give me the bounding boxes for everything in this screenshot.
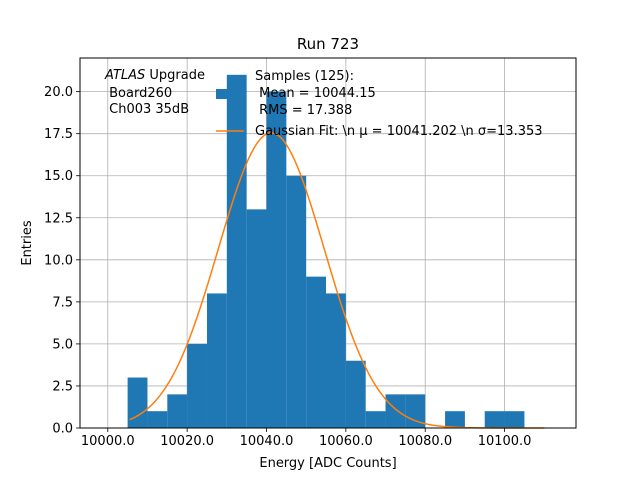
histogram-bar bbox=[306, 276, 327, 428]
histogram-bar bbox=[127, 377, 148, 428]
annotation-upgrade: Upgrade bbox=[145, 68, 205, 83]
histogram-bar bbox=[266, 91, 287, 429]
x-axis-ticks: 10000.0 10020.0 10040.0 10060.0 10080.0 10100… bbox=[81, 428, 532, 449]
legend-rms-label: RMS = 17.388 bbox=[255, 103, 352, 118]
histogram-bar bbox=[405, 394, 426, 428]
histogram-bar bbox=[365, 411, 386, 428]
y-tick-label: 0.0 bbox=[52, 422, 73, 437]
x-tick-label: 10020.0 bbox=[160, 434, 214, 449]
atlas-annotation: ATLAS Upgrade Board260 Ch003 35dB bbox=[104, 68, 205, 117]
y-axis-ticks: 0.0 2.5 5.0 7.5 10.0 12.5 15.0 17.5 20.0 bbox=[44, 85, 80, 437]
y-tick-label: 10.0 bbox=[44, 253, 73, 268]
histogram-bar bbox=[167, 394, 188, 428]
x-tick-label: 10040.0 bbox=[240, 434, 294, 449]
y-tick-label: 15.0 bbox=[44, 169, 73, 184]
legend-mean-label: Mean = 10044.15 bbox=[255, 86, 376, 101]
y-axis-label: Entries bbox=[20, 220, 35, 266]
x-axis-label: Energy [ADC Counts] bbox=[259, 456, 396, 471]
histogram-bars bbox=[127, 74, 525, 429]
histogram-bar bbox=[385, 394, 406, 428]
chart-title: Run 723 bbox=[297, 35, 359, 53]
y-tick-label: 17.5 bbox=[44, 127, 73, 142]
histogram-bar bbox=[246, 209, 267, 428]
plot-frame bbox=[79, 57, 577, 429]
legend-samples-label: Samples (125): bbox=[255, 69, 354, 84]
histogram-bar bbox=[484, 411, 505, 428]
annotation-channel: Ch003 35dB bbox=[105, 102, 189, 117]
annotation-board: Board260 bbox=[105, 86, 172, 101]
legend-fit-label: Gaussian Fit: \n μ = 10041.202 \n σ=13.3… bbox=[255, 124, 543, 139]
y-tick-label: 20.0 bbox=[44, 85, 73, 100]
histogram-bar bbox=[147, 411, 168, 428]
histogram-bar bbox=[445, 411, 465, 428]
histogram-bar bbox=[286, 175, 307, 428]
legend: Samples (125): Mean = 10044.15 RMS = 17.… bbox=[216, 69, 543, 139]
y-tick-label: 2.5 bbox=[52, 379, 73, 394]
x-tick-label: 10100.0 bbox=[478, 434, 532, 449]
histogram-bar bbox=[187, 343, 207, 428]
y-tick-label: 5.0 bbox=[52, 337, 73, 352]
annotation-atlas: ATLAS bbox=[104, 68, 145, 83]
x-tick-label: 10080.0 bbox=[398, 434, 452, 449]
y-tick-label: 7.5 bbox=[52, 295, 73, 310]
histogram-bar bbox=[345, 360, 366, 428]
y-tick-label: 12.5 bbox=[44, 211, 73, 226]
svg-text:ATLAS Upgrade: ATLAS Upgrade bbox=[104, 68, 205, 83]
histogram-bar bbox=[504, 411, 525, 428]
legend-hist-swatch bbox=[216, 89, 244, 99]
histogram-bar bbox=[326, 293, 346, 428]
x-tick-label: 10000.0 bbox=[81, 434, 135, 449]
histogram-bar bbox=[226, 74, 247, 429]
histogram-bar bbox=[206, 293, 227, 428]
x-tick-label: 10060.0 bbox=[319, 434, 373, 449]
